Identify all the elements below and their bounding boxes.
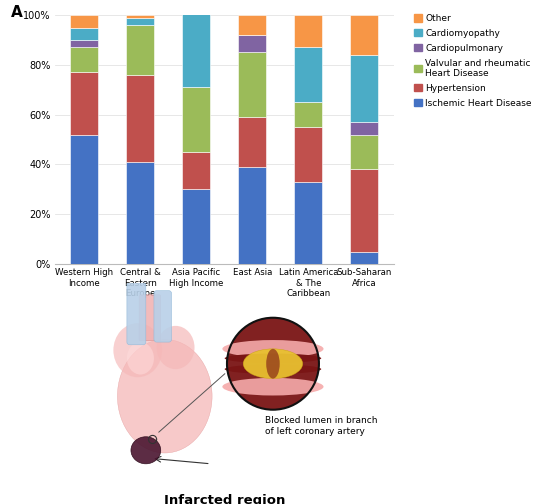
Bar bbox=[182, 87, 210, 152]
Ellipse shape bbox=[225, 364, 321, 374]
Text: A: A bbox=[10, 5, 22, 20]
Bar bbox=[238, 117, 266, 167]
Bar bbox=[294, 15, 322, 47]
Bar bbox=[351, 135, 379, 169]
Bar bbox=[182, 5, 210, 87]
Bar bbox=[126, 25, 154, 75]
Bar bbox=[70, 47, 98, 73]
Bar bbox=[294, 127, 322, 182]
Bar bbox=[351, 55, 379, 122]
Ellipse shape bbox=[113, 323, 162, 377]
Legend: Other, Cardiomyopathy, Cardiopulmonary, Valvular and rheumatic
Heart Disease, Hy: Other, Cardiomyopathy, Cardiopulmonary, … bbox=[412, 12, 534, 109]
Bar bbox=[70, 40, 98, 47]
Bar bbox=[70, 135, 98, 264]
Text: Infarcted region: Infarcted region bbox=[164, 494, 285, 504]
Bar bbox=[351, 251, 379, 264]
Bar bbox=[126, 15, 154, 18]
Ellipse shape bbox=[223, 340, 323, 358]
Bar bbox=[294, 102, 322, 127]
Bar bbox=[70, 73, 98, 135]
Bar bbox=[351, 169, 379, 251]
FancyBboxPatch shape bbox=[154, 291, 172, 342]
Ellipse shape bbox=[223, 378, 323, 396]
Ellipse shape bbox=[131, 437, 161, 464]
Ellipse shape bbox=[156, 326, 195, 369]
Bar bbox=[182, 190, 210, 264]
Ellipse shape bbox=[243, 349, 302, 379]
FancyBboxPatch shape bbox=[127, 283, 146, 345]
Ellipse shape bbox=[225, 354, 321, 363]
Bar bbox=[182, 0, 210, 5]
Bar bbox=[126, 162, 154, 264]
FancyBboxPatch shape bbox=[139, 295, 161, 341]
Bar bbox=[126, 75, 154, 162]
Bar bbox=[294, 182, 322, 264]
Bar bbox=[351, 15, 379, 55]
Bar bbox=[238, 52, 266, 117]
Bar bbox=[294, 47, 322, 102]
Circle shape bbox=[227, 318, 319, 410]
Bar bbox=[182, 152, 210, 190]
Text: Blocked lumen in branch
of left coronary artery: Blocked lumen in branch of left coronary… bbox=[265, 416, 377, 436]
Bar bbox=[238, 15, 266, 35]
Ellipse shape bbox=[118, 339, 212, 453]
Bar bbox=[351, 122, 379, 135]
Ellipse shape bbox=[266, 349, 280, 379]
Bar bbox=[238, 35, 266, 52]
Bar bbox=[238, 167, 266, 264]
Bar bbox=[70, 28, 98, 40]
Bar bbox=[70, 15, 98, 28]
Bar bbox=[126, 18, 154, 25]
Ellipse shape bbox=[127, 342, 154, 374]
